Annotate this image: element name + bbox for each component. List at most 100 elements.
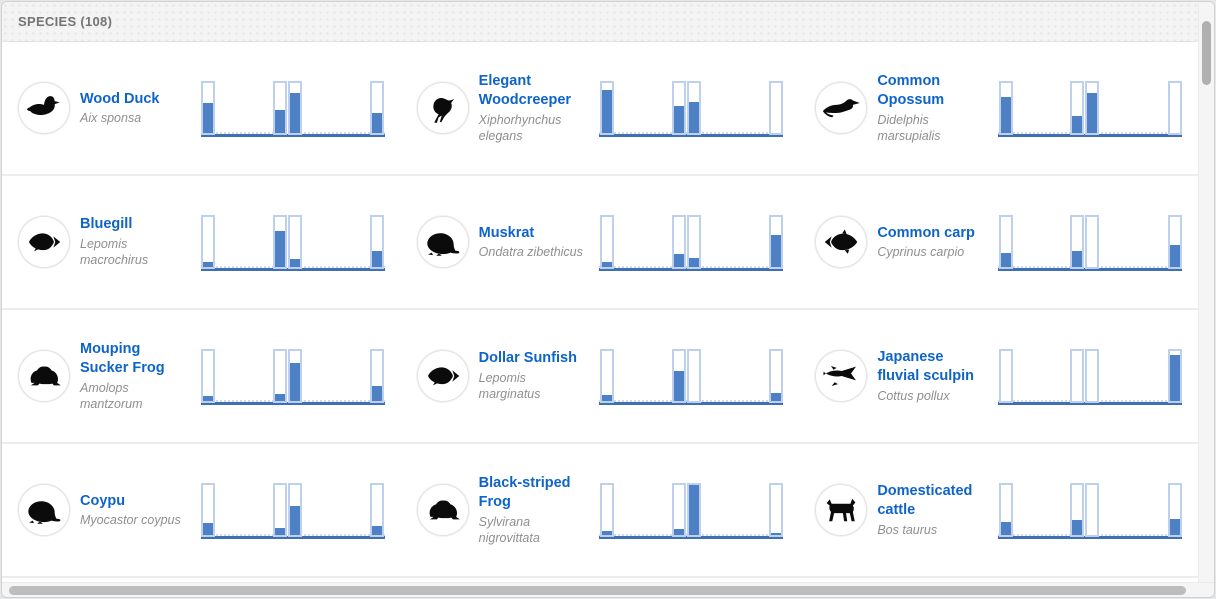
chart-bar-fill — [203, 103, 214, 133]
species-scientific-name: Didelphis marsupialis — [877, 112, 941, 144]
chart-axis-baseline — [200, 268, 385, 271]
species-scientific-name: Aix sponsa — [80, 111, 142, 126]
chart-bar-fill — [1169, 355, 1180, 401]
species-common-name[interactable]: Common Opossum — [877, 72, 945, 109]
chart-axis-baseline — [997, 268, 1182, 271]
chart-bar — [370, 81, 385, 135]
species-common-name[interactable]: Common carp — [877, 224, 975, 241]
species-common-name[interactable]: Bluegill — [80, 216, 133, 233]
chart-bar-fill — [673, 253, 684, 267]
chart-bar — [1085, 483, 1100, 537]
chart-bar — [272, 215, 287, 269]
chart-bar-fill — [770, 393, 781, 401]
chart-bar-fill — [290, 362, 301, 401]
chart-bar-fill — [1087, 93, 1098, 133]
species-card[interactable]: Bluegill Lepomis macrochirus — [2, 176, 401, 308]
chart-bar-fill — [1000, 522, 1011, 535]
species-common-name[interactable]: Japanese fluvial sculpin — [877, 348, 975, 385]
sculpin-silhouette-icon — [823, 366, 857, 386]
horizontal-scrollbar[interactable] — [2, 582, 1214, 597]
species-avatar — [815, 350, 868, 402]
chart-bar-fill — [673, 528, 684, 535]
chart-bar-fill — [770, 532, 781, 535]
chart-bar-fill — [602, 89, 613, 133]
chart-bar — [1167, 349, 1182, 403]
species-avatar — [416, 216, 469, 268]
chart-bar — [1085, 81, 1100, 135]
species-common-name[interactable]: Black-striped Frog — [478, 474, 571, 511]
chart-bar-fill — [602, 262, 613, 267]
species-names: Common carp Cyprinus carpio — [877, 224, 989, 261]
chart-bar — [671, 215, 686, 269]
species-names: Common Opossum Didelphis marsupialis — [877, 72, 989, 145]
chart-bar-fill — [1072, 520, 1083, 535]
species-occurrence-chart — [200, 213, 385, 271]
chart-bar — [600, 215, 615, 269]
species-row: Coypu Myocastor coypus Black-striped Fro… — [2, 444, 1198, 578]
chart-axis-baseline — [997, 134, 1182, 137]
frog-silhouette-icon — [429, 500, 460, 520]
species-scientific-name: Lepomis marginatus — [478, 371, 541, 402]
chart-bar-fill — [372, 386, 383, 401]
chart-bar-fill — [688, 485, 699, 535]
species-common-name[interactable]: Elegant Woodcreeper — [478, 72, 572, 109]
bird-silhouette-icon — [432, 98, 454, 123]
vertical-scrollbar[interactable] — [1198, 3, 1214, 582]
chart-bar — [288, 349, 303, 403]
species-card[interactable]: Japanese fluvial sculpin Cottus pollux — [799, 310, 1198, 442]
chart-bar — [370, 483, 385, 537]
chart-bar — [671, 349, 686, 403]
chart-bar — [600, 349, 615, 403]
chart-bar-fill — [274, 110, 285, 133]
species-names: Mouping Sucker Frog Amolops mantzorum — [80, 340, 192, 413]
species-common-name[interactable]: Wood Duck — [80, 90, 160, 107]
species-common-name[interactable]: Muskrat — [478, 224, 535, 241]
species-card[interactable]: Domesticated cattle Bos taurus — [799, 444, 1198, 576]
chart-bar — [998, 215, 1013, 269]
chart-bar — [998, 349, 1013, 403]
chart-bar — [600, 81, 615, 135]
species-avatar — [416, 484, 469, 536]
species-scientific-name: Amolops mantzorum — [80, 380, 143, 412]
chart-bar — [288, 483, 303, 537]
species-scientific-name: Xiphorhynchus elegans — [478, 112, 562, 144]
vertical-scrollbar-thumb[interactable] — [1202, 21, 1211, 85]
chart-bar — [768, 483, 783, 537]
species-card[interactable]: Mouping Sucker Frog Amolops mantzorum — [2, 310, 401, 442]
species-row: Wood Duck Aix sponsa Elegant Woodcreeper… — [2, 42, 1198, 176]
chart-bar — [600, 483, 615, 537]
chart-bar — [370, 349, 385, 403]
species-occurrence-chart — [997, 79, 1182, 137]
species-card[interactable]: Common Opossum Didelphis marsupialis — [799, 42, 1198, 174]
species-card[interactable]: Common carp Cyprinus carpio — [799, 176, 1198, 308]
species-common-name[interactable]: Coypu — [80, 492, 126, 509]
species-avatar — [18, 82, 70, 134]
chart-bar — [998, 81, 1013, 135]
species-names: Dollar Sunfish Lepomis marginatus — [479, 349, 591, 402]
chart-bar-fill — [203, 522, 214, 535]
chart-axis-baseline — [599, 402, 784, 405]
species-card[interactable]: Coypu Myocastor coypus — [2, 444, 401, 576]
chart-bar-fill — [1072, 116, 1083, 133]
species-card[interactable]: Wood Duck Aix sponsa — [2, 42, 401, 174]
species-occurrence-chart — [200, 481, 385, 539]
species-card[interactable]: Black-striped Frog Sylvirana nigrovittat… — [401, 444, 800, 576]
chart-bar — [288, 215, 303, 269]
chart-bar-fill — [1169, 245, 1180, 267]
chart-bar-fill — [372, 113, 383, 133]
chart-bar-fill — [1169, 518, 1180, 535]
species-card[interactable]: Dollar Sunfish Lepomis marginatus — [401, 310, 800, 442]
species-common-name[interactable]: Domesticated cattle — [877, 482, 973, 519]
species-common-name[interactable]: Dollar Sunfish — [478, 350, 577, 367]
species-card[interactable]: Muskrat Ondatra zibethicus — [401, 176, 800, 308]
species-occurrence-chart — [599, 481, 784, 539]
chart-bar-fill — [1000, 96, 1011, 133]
chart-bar-fill — [673, 105, 684, 133]
species-avatar — [416, 350, 469, 402]
species-list: Wood Duck Aix sponsa Elegant Woodcreeper… — [2, 42, 1214, 578]
horizontal-scrollbar-thumb[interactable] — [9, 586, 1186, 595]
species-card[interactable]: Elegant Woodcreeper Xiphorhynchus elegan… — [401, 42, 800, 174]
species-common-name[interactable]: Mouping Sucker Frog — [80, 340, 165, 377]
chart-bar — [1167, 483, 1182, 537]
